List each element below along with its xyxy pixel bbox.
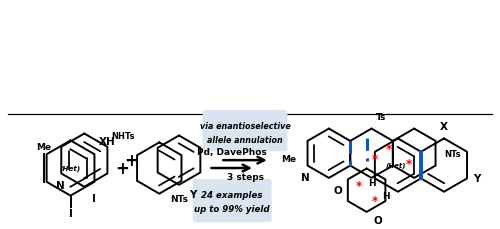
Text: Ts: Ts	[376, 112, 386, 121]
Text: NTs: NTs	[444, 149, 460, 158]
Text: N: N	[301, 173, 310, 183]
FancyBboxPatch shape	[193, 179, 272, 222]
Text: O: O	[333, 185, 342, 195]
Text: *: *	[372, 152, 378, 165]
Text: H: H	[382, 191, 390, 200]
Text: +: +	[124, 151, 138, 169]
FancyBboxPatch shape	[202, 110, 288, 152]
Text: O: O	[373, 215, 382, 225]
Text: Y: Y	[473, 174, 480, 184]
Text: NHTs: NHTs	[112, 131, 135, 140]
Text: Me: Me	[36, 143, 52, 152]
Text: 3 steps: 3 steps	[226, 172, 264, 181]
Text: Me: Me	[281, 154, 296, 163]
Text: via enantioselective: via enantioselective	[200, 122, 290, 131]
Text: up to 99% yield: up to 99% yield	[194, 204, 270, 213]
Text: Y: Y	[190, 189, 196, 199]
Text: N: N	[56, 181, 64, 191]
Text: allele annulation: allele annulation	[207, 135, 283, 144]
Text: H: H	[368, 178, 376, 187]
Text: (Het): (Het)	[386, 162, 406, 169]
Text: X: X	[440, 121, 448, 131]
Text: +: +	[115, 159, 128, 177]
Text: *: *	[372, 194, 378, 207]
Text: XH: XH	[98, 137, 115, 147]
Text: Pd, DavePhos: Pd, DavePhos	[198, 147, 267, 156]
Text: *: *	[406, 157, 412, 170]
Text: *: *	[356, 179, 362, 192]
Text: I: I	[92, 193, 96, 203]
Text: NTs: NTs	[170, 194, 188, 203]
Text: *: *	[386, 142, 392, 155]
Text: (Het): (Het)	[60, 165, 81, 172]
Text: 24 examples: 24 examples	[202, 190, 263, 199]
Text: I: I	[68, 209, 72, 218]
